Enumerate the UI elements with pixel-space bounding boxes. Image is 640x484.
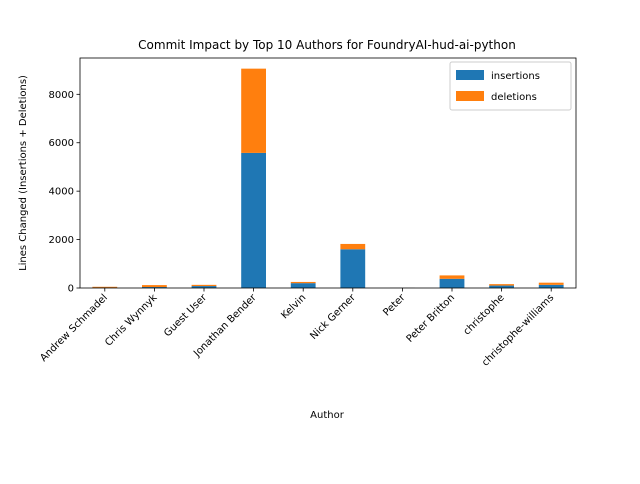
bar-deletions-0 [92, 287, 117, 288]
chart-title: Commit Impact by Top 10 Authors for Foun… [138, 38, 516, 52]
bar-insertions-9 [539, 285, 564, 288]
y-axis-label: Lines Changed (Insertions + Deletions) [18, 75, 29, 271]
legend-swatch-deletions [456, 91, 484, 101]
legend-label-insertions: insertions [491, 71, 540, 82]
x-axis-label: Author [310, 410, 345, 421]
legend-label-deletions: deletions [491, 92, 537, 103]
bar-deletions-5 [340, 244, 365, 249]
bar-insertions-7 [440, 279, 465, 288]
bar-deletions-2 [192, 285, 217, 286]
y-tick-label-3: 6000 [49, 138, 74, 149]
bar-insertions-3 [241, 153, 266, 288]
bar-deletions-8 [489, 284, 514, 285]
bar-deletions-1 [142, 285, 167, 287]
y-tick-label-4: 8000 [49, 90, 74, 101]
bar-deletions-3 [241, 69, 266, 153]
bar-deletions-7 [440, 275, 465, 278]
bar-insertions-4 [291, 283, 316, 288]
bar-deletions-9 [539, 283, 564, 285]
bar-insertions-5 [340, 249, 365, 288]
legend-swatch-insertions [456, 70, 484, 80]
y-tick-label-0: 0 [68, 284, 74, 295]
y-tick-label-1: 2000 [49, 235, 74, 246]
bar-deletions-4 [291, 282, 316, 283]
y-tick-label-2: 4000 [49, 187, 74, 198]
legend: insertions deletions [450, 62, 571, 110]
